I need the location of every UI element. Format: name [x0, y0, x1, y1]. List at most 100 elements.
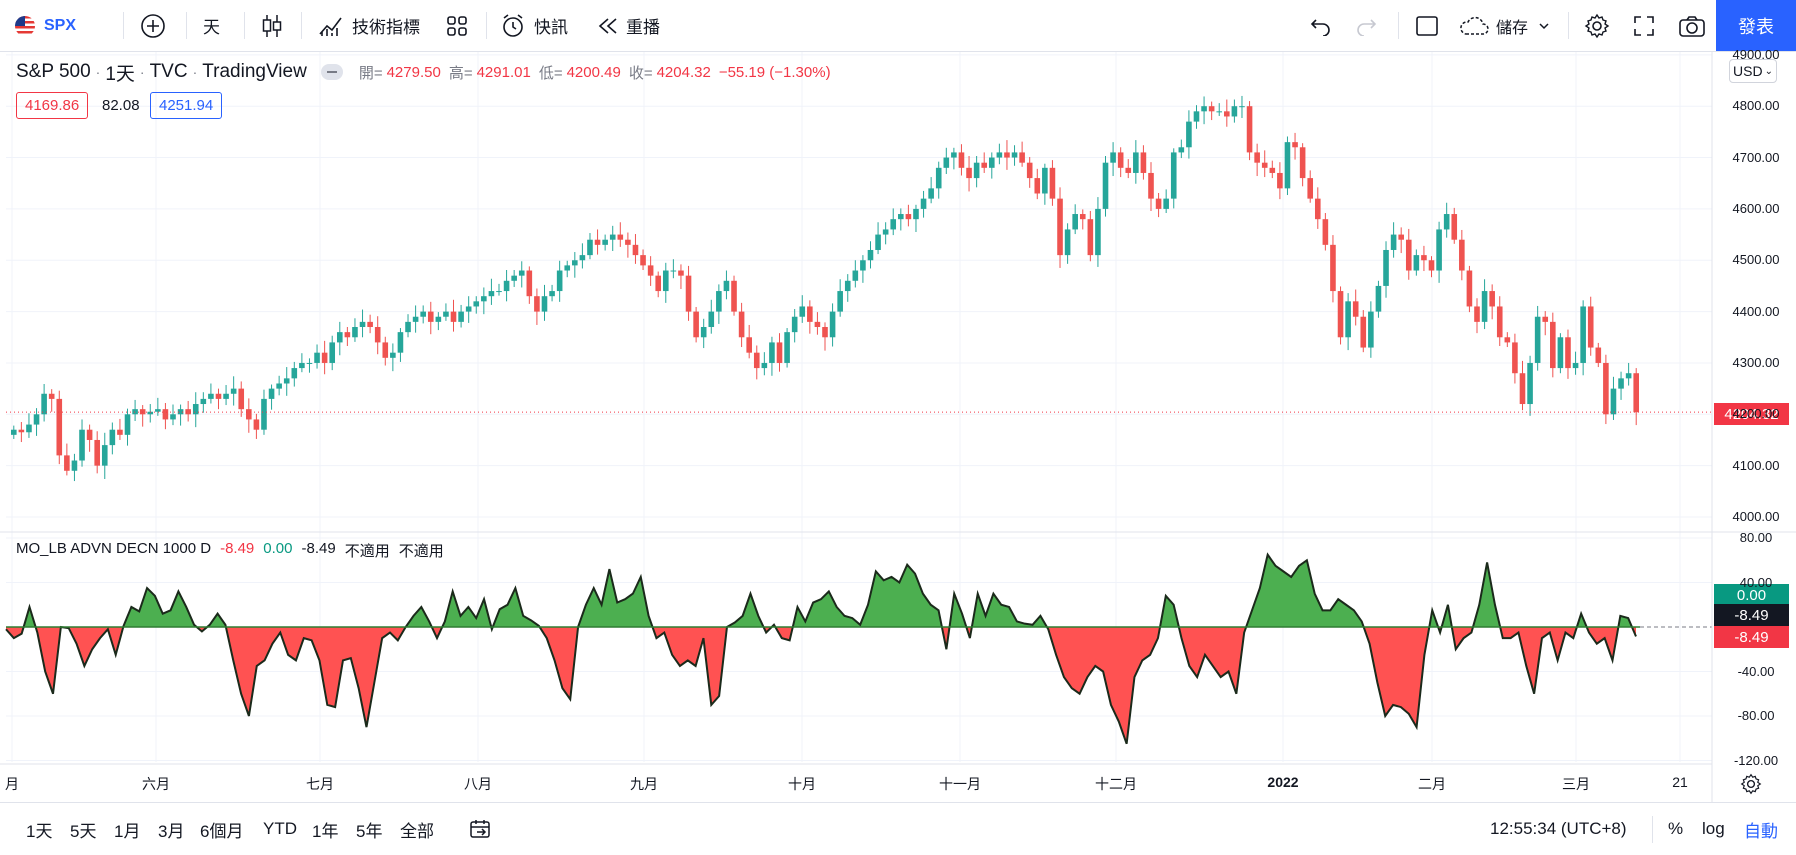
time-axis-label: 2022: [1267, 774, 1299, 790]
bid-price-box[interactable]: 4169.86: [16, 92, 89, 119]
candle-body: [1277, 172, 1283, 189]
range-button[interactable]: 全部: [400, 821, 434, 841]
candle-body: [1383, 249, 1389, 286]
candle-body: [336, 332, 343, 343]
date-range-button[interactable]: [468, 803, 492, 855]
clock-display[interactable]: 12:55:34 (UTC+8): [1490, 819, 1627, 838]
axes: [0, 52, 1796, 802]
time-axis-label: 三月: [1562, 776, 1590, 792]
auto-toggle[interactable]: 自動: [1744, 821, 1778, 841]
square-icon: [1415, 14, 1439, 38]
log-toggle[interactable]: log: [1702, 819, 1725, 838]
candle-body: [503, 280, 510, 292]
range-button[interactable]: 1年: [312, 821, 339, 841]
candle-body: [1314, 198, 1321, 220]
range-button[interactable]: 5年: [356, 821, 383, 841]
candle-body: [951, 152, 957, 158]
candle-body: [1019, 152, 1025, 163]
candle-body: [1534, 316, 1541, 363]
candle-body: [1117, 152, 1124, 168]
candle-body: [465, 306, 472, 312]
save-label: 儲存: [1496, 19, 1529, 37]
layouts-button[interactable]: [445, 0, 469, 51]
candle-body: [1595, 347, 1602, 363]
candle-body: [1618, 378, 1624, 389]
candle-body: [1042, 167, 1048, 194]
candle-body: [1299, 147, 1306, 179]
range-button[interactable]: 3月: [158, 821, 185, 841]
osc-zero-tag: 0.00: [1714, 584, 1789, 606]
candle-body: [526, 270, 533, 297]
visibility-toggle-icon[interactable]: [320, 64, 343, 80]
redo-button[interactable]: [1355, 0, 1377, 51]
range-button[interactable]: 1天: [26, 821, 53, 841]
snapshot-button[interactable]: [1678, 0, 1706, 51]
axis-settings-button[interactable]: [1740, 773, 1762, 800]
candle-body: [1565, 337, 1571, 369]
indicator-name[interactable]: MO_LB ADVN DECN 1000 D: [16, 540, 212, 557]
ask-price-box[interactable]: 4251.94: [150, 92, 223, 119]
candle-body: [170, 414, 176, 420]
indicators-button[interactable]: 技術指標: [318, 0, 420, 51]
undo-icon: [1310, 16, 1332, 36]
fullscreen-button[interactable]: [1632, 0, 1656, 51]
candle-body: [579, 255, 586, 261]
candle-body: [716, 291, 722, 312]
candle-body: [208, 393, 214, 399]
candle-body: [958, 152, 965, 168]
time-axis-label: 月: [5, 776, 19, 792]
save-button[interactable]: 儲存: [1458, 0, 1550, 51]
interval-button[interactable]: 天: [203, 0, 220, 51]
open-label: 開=: [358, 64, 383, 82]
plus-circle-icon: [140, 13, 166, 39]
oscillator-series: [5, 552, 1712, 745]
alert-button[interactable]: 快訊: [500, 0, 568, 51]
candle-body: [943, 157, 950, 168]
undo-button[interactable]: [1310, 0, 1332, 51]
time-axis-label: 九月: [630, 776, 658, 792]
candle-body: [1474, 306, 1480, 322]
candle-body: [374, 327, 381, 343]
range-button[interactable]: 6個月: [200, 821, 244, 841]
candle-body: [86, 429, 93, 440]
candle-body: [1496, 306, 1503, 338]
open-value: 4279.50: [386, 63, 441, 81]
settings-button[interactable]: [1584, 0, 1610, 51]
candle-body: [708, 311, 715, 328]
candle-body: [905, 214, 912, 220]
range-button[interactable]: 5天: [70, 821, 97, 841]
candle-body: [1208, 106, 1215, 112]
candle-body: [769, 342, 775, 363]
candle-body: [973, 162, 980, 179]
candle-body: [1436, 229, 1442, 271]
symbol-search-button[interactable]: SPX: [14, 0, 76, 51]
publish-button[interactable]: 發表: [1716, 0, 1796, 51]
currency-button[interactable]: USD ⌄: [1729, 59, 1777, 83]
candle-body: [420, 311, 426, 317]
candle-body: [101, 445, 108, 466]
percent-toggle[interactable]: %: [1668, 819, 1684, 838]
replay-button[interactable]: 重播: [596, 0, 660, 51]
candle-body: [185, 409, 191, 415]
candle-body: [738, 311, 745, 338]
candle-body: [685, 275, 692, 312]
range-button[interactable]: 1月: [114, 821, 141, 841]
candle-body: [913, 208, 919, 220]
range-button[interactable]: YTD: [263, 819, 297, 838]
candle-body: [844, 280, 851, 292]
candle-body: [1459, 239, 1465, 271]
legend-symbol[interactable]: S&P 500: [16, 61, 91, 82]
candle-body: [1542, 316, 1549, 322]
candle-body: [1337, 291, 1344, 338]
candle-body: [1557, 337, 1564, 369]
candle-body: [647, 265, 654, 276]
candle-body: [1504, 337, 1511, 343]
chart-type-button[interactable]: [260, 0, 284, 51]
candle-body: [1322, 219, 1329, 245]
compare-add-button[interactable]: [140, 0, 166, 51]
candle-body: [587, 239, 593, 256]
candle-body: [117, 429, 123, 435]
candle-body: [1375, 285, 1382, 312]
layout-select-button[interactable]: [1415, 0, 1439, 51]
